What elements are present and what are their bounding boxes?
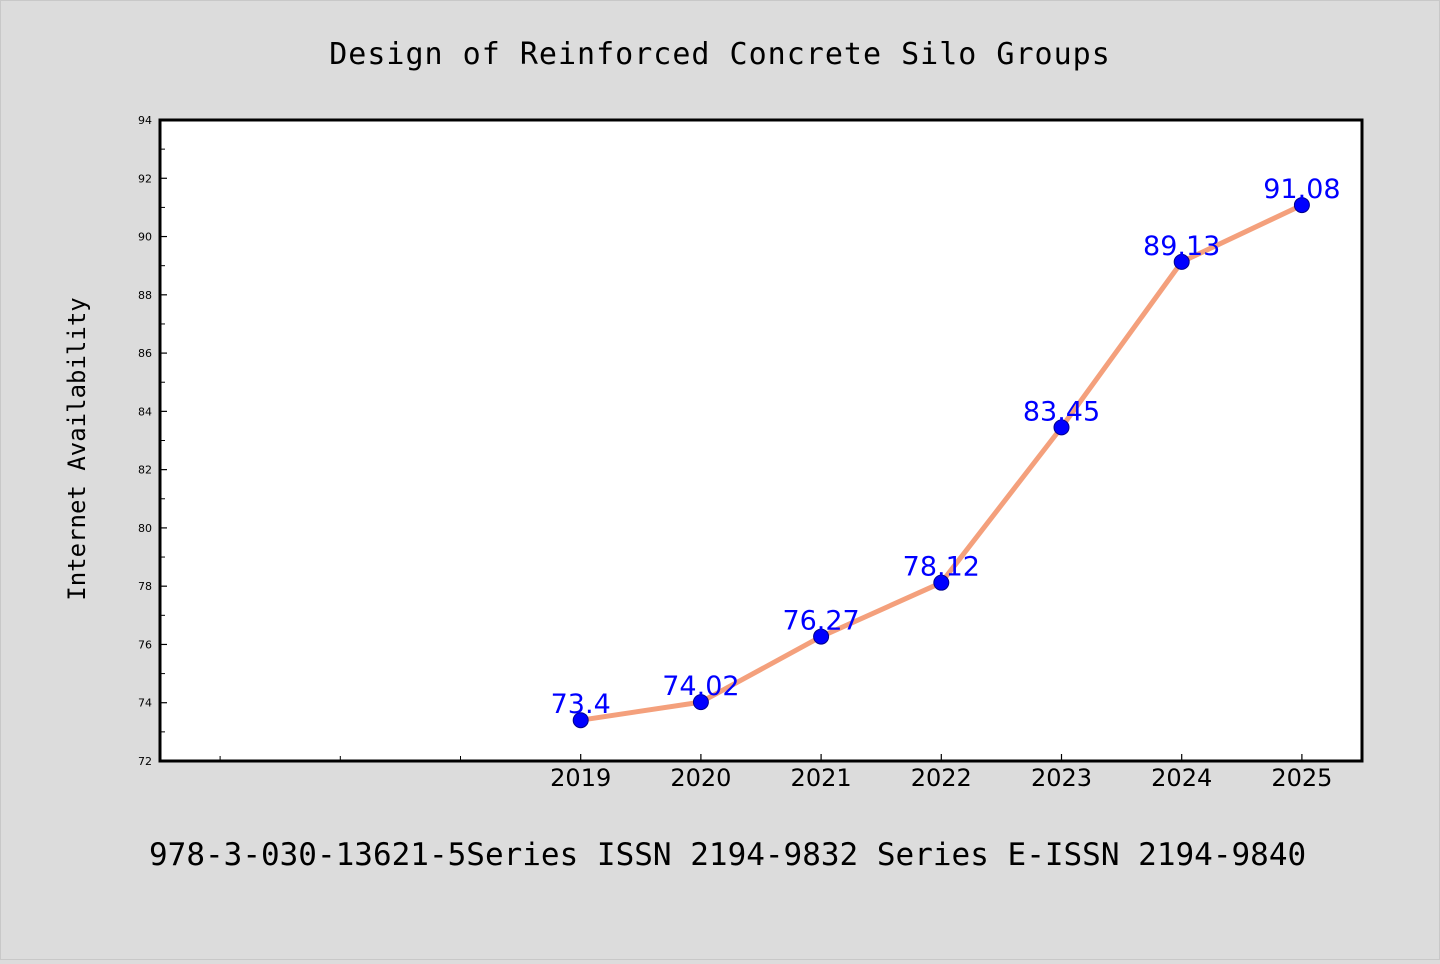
chart-title: Design of Reinforced Concrete Silo Group… (329, 37, 1111, 72)
data-point (933, 574, 950, 591)
y-tick-label: 86 (138, 347, 152, 360)
x-tick-label: 2024 (1151, 764, 1212, 792)
data-point (572, 712, 589, 729)
y-tick-label: 88 (138, 289, 152, 302)
x-tick-label: 2019 (550, 764, 611, 792)
x-tick-label: 2022 (911, 764, 972, 792)
y-tick-label: 72 (138, 755, 152, 768)
data-label: 74.02 (662, 671, 739, 702)
x-tick-label: 2023 (1031, 764, 1092, 792)
y-tick-label: 92 (138, 172, 152, 185)
y-tick-label: 78 (138, 580, 152, 593)
plot-area (158, 118, 1364, 763)
y-tick-label: 76 (138, 638, 152, 651)
y-tick-label: 94 (138, 114, 152, 127)
y-tick-label: 82 (138, 464, 152, 477)
footer-text: 978-3-030-13621-5Series ISSN 2194-9832 S… (149, 837, 1306, 873)
data-label: 91.08 (1263, 174, 1340, 205)
y-axis: 72 74 76 78 80 82 84 86 88 90 92 94 (138, 114, 167, 768)
data-point (1293, 197, 1310, 214)
data-label: 76.27 (782, 606, 859, 637)
data-point (1173, 253, 1190, 270)
data-label: 73.4 (551, 689, 611, 720)
x-tick-label: 2025 (1271, 764, 1332, 792)
y-tick-label: 80 (138, 522, 152, 535)
x-tick-label: 2020 (670, 764, 731, 792)
series-layer (572, 197, 1310, 729)
data-label: 89.13 (1143, 231, 1220, 262)
x-tick-label: 2021 (791, 764, 852, 792)
x-axis: 2019 2020 2021 2022 2023 2024 2025 (219, 754, 1332, 792)
y-tick-label: 74 (138, 697, 152, 710)
y-axis-label: Internet Availability (63, 297, 91, 600)
data-label-layer: 73.4 74.02 76.27 78.12 83.45 89.13 91.08 (551, 174, 1341, 720)
data-point (1053, 419, 1070, 436)
data-point (692, 694, 709, 711)
y-tick-label: 84 (138, 405, 152, 418)
data-label: 83.45 (1023, 396, 1100, 427)
y-tick-label: 90 (138, 231, 152, 244)
data-label: 78.12 (903, 552, 980, 583)
data-point (813, 628, 830, 645)
